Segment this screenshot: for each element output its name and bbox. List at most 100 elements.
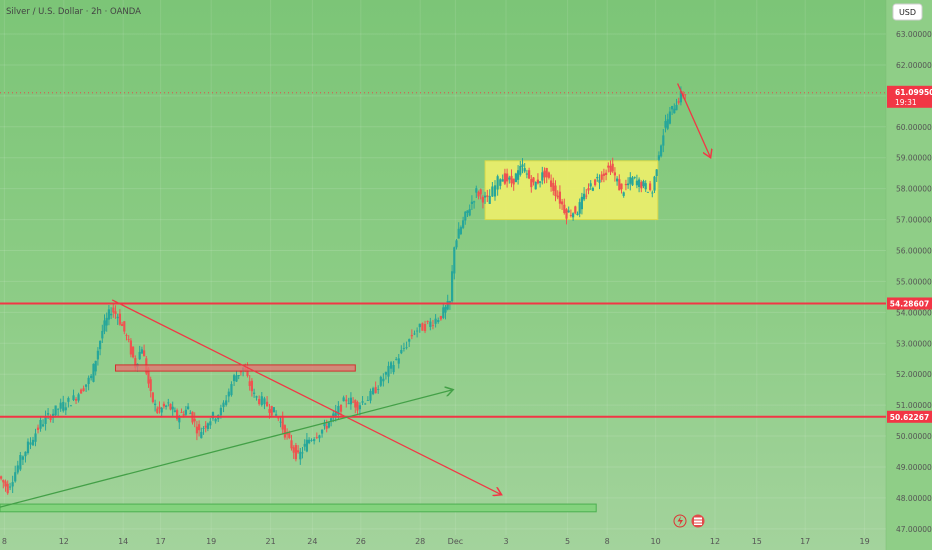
candle-body xyxy=(77,394,80,401)
candle-body xyxy=(44,416,47,424)
candle xyxy=(121,321,124,327)
candle-body xyxy=(493,185,497,197)
candle-body xyxy=(59,402,62,409)
candle xyxy=(675,98,678,111)
candle-body xyxy=(275,414,278,416)
candle xyxy=(29,437,32,450)
candle-body xyxy=(105,317,108,326)
candle xyxy=(462,216,465,230)
candle xyxy=(649,180,652,192)
candle xyxy=(439,315,442,321)
candle-body xyxy=(171,406,174,410)
candle-body xyxy=(225,400,228,405)
candle xyxy=(429,317,432,331)
candle-body xyxy=(270,405,273,416)
candle-body xyxy=(677,101,680,103)
candle xyxy=(418,323,421,333)
candle-body xyxy=(470,201,473,205)
candle xyxy=(413,330,416,336)
candle-body xyxy=(541,172,544,181)
candle-body xyxy=(437,320,440,323)
level-price-badge xyxy=(887,410,932,423)
candle-body xyxy=(54,405,57,416)
candle xyxy=(379,375,382,388)
candle-body xyxy=(384,372,388,375)
candle-body xyxy=(596,176,599,179)
candle-body xyxy=(563,204,566,214)
candle-body xyxy=(237,374,240,377)
candle-body xyxy=(413,333,416,335)
candle-body xyxy=(491,186,494,197)
candle xyxy=(237,374,240,380)
candle-body xyxy=(534,182,537,190)
candle-body xyxy=(618,179,621,191)
candle-body xyxy=(598,179,601,183)
candle xyxy=(528,167,531,180)
candle-body xyxy=(129,340,132,355)
candle-body xyxy=(121,324,124,326)
candle-body xyxy=(165,405,168,407)
candle-body xyxy=(92,363,95,382)
time-tick-label: 10 xyxy=(651,537,661,546)
candle-body xyxy=(525,173,528,175)
candle-body xyxy=(671,105,674,110)
price-tick-label: 58.00000 xyxy=(896,185,932,194)
candle-body xyxy=(369,391,372,401)
time-axis[interactable]: 8 12 14 17 19 21 24 26 28 Dec 3 5 8 10 12 15 17 19 xyxy=(2,537,870,546)
candle-body xyxy=(379,376,382,386)
candle xyxy=(512,178,515,191)
currency-button[interactable]: USD xyxy=(892,3,923,21)
candle-body xyxy=(101,330,104,339)
candle xyxy=(416,327,419,338)
candle xyxy=(457,222,460,239)
candle-body xyxy=(204,425,207,428)
candle xyxy=(222,400,225,413)
candle xyxy=(366,396,369,401)
candle-body xyxy=(99,341,102,350)
time-tick-label: 24 xyxy=(307,537,317,546)
candle-body xyxy=(662,135,665,146)
candle xyxy=(477,190,480,200)
price-tick-label: 60.00000 xyxy=(896,123,932,132)
candle-body xyxy=(442,307,445,318)
candle xyxy=(572,212,575,221)
level-price-badge xyxy=(887,297,932,310)
candle xyxy=(250,378,253,397)
price-tick-label: 48.00000 xyxy=(896,494,932,503)
lightning-icon[interactable] xyxy=(673,514,687,528)
candle xyxy=(517,165,520,185)
candle xyxy=(14,465,17,483)
candle-body xyxy=(371,388,375,395)
candle xyxy=(629,172,632,191)
candle-body xyxy=(488,195,491,204)
candle xyxy=(646,191,649,193)
tradingview-flag-icon[interactable] xyxy=(691,514,705,528)
candle-body xyxy=(281,417,284,430)
candle xyxy=(64,402,67,416)
last-price-badge xyxy=(887,85,932,108)
candle-body xyxy=(69,405,73,407)
candle-body xyxy=(395,359,398,360)
candle xyxy=(57,408,60,417)
candle xyxy=(349,392,352,410)
candle xyxy=(631,175,634,186)
candle-body xyxy=(318,435,321,439)
candle-body xyxy=(644,183,647,190)
candle-body xyxy=(297,450,300,453)
candle-body xyxy=(134,358,137,368)
support-zone-red xyxy=(115,364,356,372)
candle xyxy=(189,410,192,415)
candle xyxy=(591,186,594,192)
candle-body xyxy=(41,424,45,427)
candle xyxy=(342,395,345,402)
candle xyxy=(4,479,7,492)
candle xyxy=(160,407,163,418)
candle xyxy=(655,169,658,182)
candle-body xyxy=(591,187,594,191)
candle-body xyxy=(673,108,676,114)
candle-body xyxy=(611,163,614,172)
candle xyxy=(640,180,643,193)
candle-body xyxy=(315,437,318,438)
candle xyxy=(496,174,499,196)
